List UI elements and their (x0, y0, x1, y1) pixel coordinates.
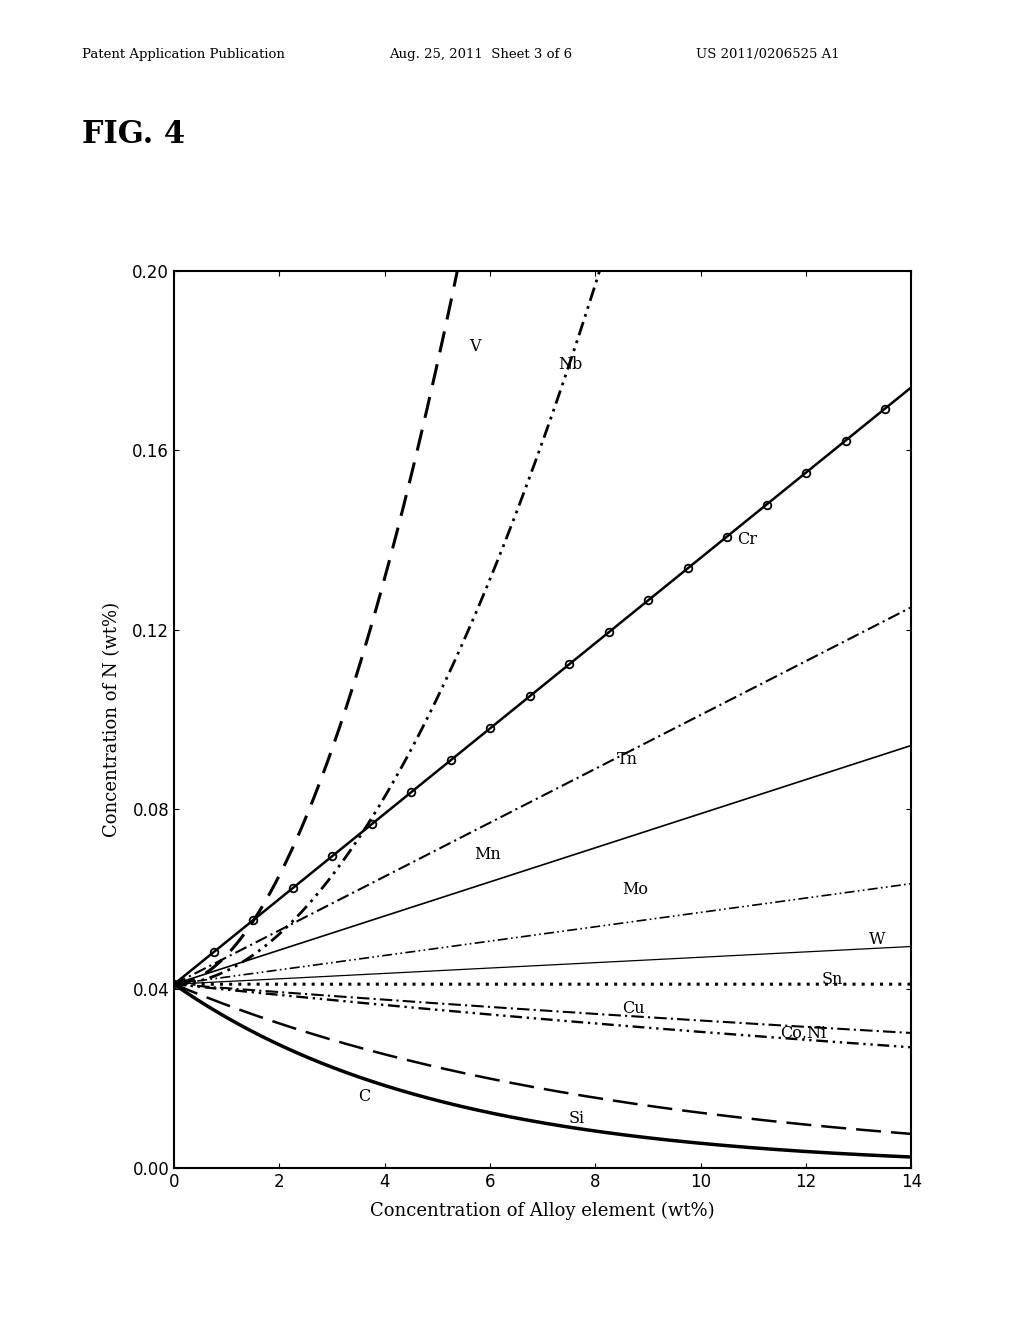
Text: Mn: Mn (474, 846, 501, 862)
Text: US 2011/0206525 A1: US 2011/0206525 A1 (696, 48, 840, 61)
Y-axis label: Concentration of N (wt%): Concentration of N (wt%) (103, 602, 121, 837)
Text: V: V (469, 338, 480, 355)
Text: Co,Ni: Co,Ni (779, 1026, 825, 1041)
Text: Aug. 25, 2011  Sheet 3 of 6: Aug. 25, 2011 Sheet 3 of 6 (389, 48, 572, 61)
Text: Nb: Nb (558, 356, 583, 374)
Text: C: C (358, 1088, 371, 1105)
Text: Cu: Cu (622, 1001, 644, 1018)
Text: W: W (869, 931, 886, 948)
Text: FIG. 4: FIG. 4 (82, 119, 185, 149)
Text: Patent Application Publication: Patent Application Publication (82, 48, 285, 61)
Text: Cr: Cr (737, 532, 758, 548)
Text: Tn: Tn (616, 751, 638, 768)
Text: Si: Si (569, 1110, 585, 1127)
Text: Sn: Sn (822, 972, 843, 989)
X-axis label: Concentration of Alloy element (wt%): Concentration of Alloy element (wt%) (371, 1203, 715, 1221)
Text: Mo: Mo (622, 882, 648, 899)
